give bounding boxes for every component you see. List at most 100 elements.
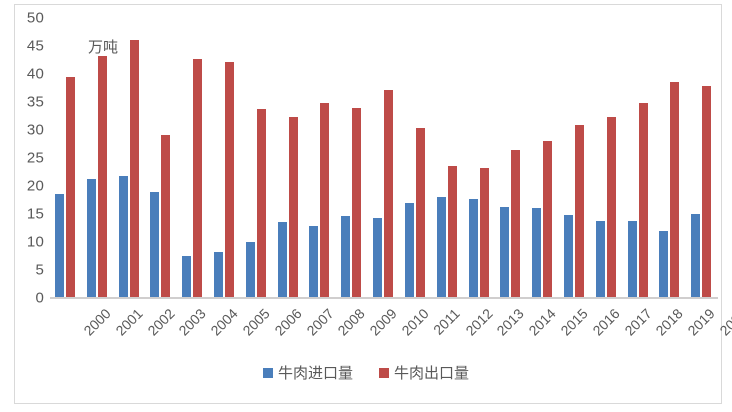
bar-import[interactable] — [691, 214, 701, 298]
bar-export[interactable] — [606, 117, 616, 298]
bar-export[interactable] — [702, 85, 712, 298]
y-axis-tick: 50 — [26, 9, 44, 27]
bar-import[interactable] — [404, 203, 414, 298]
legend-swatch-icon — [379, 367, 389, 378]
bar-group — [82, 18, 114, 298]
bar-import[interactable] — [55, 194, 64, 298]
y-axis-tick: 10 — [26, 233, 44, 251]
y-axis-tick: 15 — [26, 205, 44, 223]
bar-export[interactable] — [574, 124, 584, 298]
bar-export[interactable] — [97, 55, 107, 298]
bar-import[interactable] — [595, 220, 605, 298]
bar-group — [336, 18, 368, 298]
legend-item[interactable]: 牛肉进口量 — [262, 362, 353, 383]
bar-export[interactable] — [447, 166, 457, 298]
bar-import[interactable] — [659, 231, 669, 298]
bar-group — [114, 18, 146, 298]
bar-import[interactable] — [277, 221, 287, 298]
x-axis-tick: 2005 — [239, 305, 273, 339]
x-axis-tick: 2015 — [557, 305, 591, 339]
x-axis-tick: 2012 — [462, 305, 496, 339]
bar-export[interactable] — [129, 39, 139, 298]
bar-export[interactable] — [256, 108, 266, 298]
bars-container — [50, 18, 718, 298]
x-axis-tick: 2018 — [652, 305, 687, 339]
bar-group — [50, 18, 82, 298]
x-axis-tick: 2000 — [80, 305, 114, 339]
bar-import[interactable] — [373, 218, 383, 298]
bar-export[interactable] — [66, 77, 75, 298]
legend-label: 牛肉进口量 — [277, 364, 353, 382]
y-axis-tick: 35 — [26, 93, 44, 111]
bar-export[interactable] — [384, 89, 394, 298]
plot-area — [50, 18, 718, 299]
legend-label: 牛肉出口量 — [394, 364, 470, 382]
bar-import[interactable] — [500, 207, 510, 298]
x-axis-tick: 2008 — [334, 305, 369, 339]
y-axis-tick: 40 — [26, 65, 44, 83]
bar-export[interactable] — [415, 128, 425, 298]
bar-group — [432, 18, 464, 298]
bar-export[interactable] — [670, 82, 680, 298]
bar-import[interactable] — [627, 220, 637, 298]
bar-export[interactable] — [352, 108, 362, 298]
bar-group — [177, 18, 209, 298]
bar-export[interactable] — [479, 167, 489, 298]
x-axis-tick: 2014 — [525, 305, 559, 339]
x-axis-tick: 2003 — [175, 305, 210, 339]
x-axis-tick: 2011 — [429, 305, 463, 338]
bar-group — [273, 18, 305, 298]
bar-group — [527, 18, 559, 298]
bar-group — [241, 18, 273, 298]
bar-import[interactable] — [563, 215, 573, 298]
bar-import[interactable] — [150, 192, 160, 298]
y-axis-tick: 20 — [26, 177, 44, 195]
x-axis-tick: 2001 — [112, 305, 146, 339]
bar-group — [495, 18, 527, 298]
chart-legend: 牛肉进口量 牛肉出口量 — [0, 362, 732, 383]
bar-group — [654, 18, 686, 298]
bar-group — [591, 18, 623, 298]
bar-export[interactable] — [320, 103, 330, 298]
x-axis-tick: 2004 — [207, 305, 241, 339]
x-axis-tick: 2019 — [684, 305, 719, 339]
bar-group — [368, 18, 400, 298]
bar-import[interactable] — [468, 199, 478, 298]
bar-export[interactable] — [193, 58, 203, 298]
x-axis-tick: 2007 — [302, 305, 337, 339]
bar-group — [304, 18, 336, 298]
bar-export[interactable] — [511, 149, 521, 298]
x-axis-tick: 2006 — [271, 305, 305, 339]
bar-import[interactable] — [309, 225, 319, 298]
bar-import[interactable] — [532, 207, 542, 298]
x-axis-tick: 2013 — [493, 305, 528, 339]
unit-label: 万吨 — [88, 38, 119, 56]
y-axis-tick: 0 — [35, 289, 44, 307]
bar-export[interactable] — [225, 61, 235, 298]
bar-export[interactable] — [638, 102, 648, 298]
bar-import[interactable] — [214, 251, 224, 298]
bar-import[interactable] — [341, 215, 351, 298]
y-axis-tick: 30 — [26, 121, 44, 139]
bar-export[interactable] — [543, 141, 553, 298]
x-axis-tick: 2020 — [716, 305, 732, 339]
legend-swatch-icon — [262, 367, 273, 378]
bar-import[interactable] — [245, 242, 255, 298]
legend-item[interactable]: 牛肉出口量 — [379, 362, 469, 383]
bar-export[interactable] — [288, 116, 298, 298]
x-axis-tick: 2009 — [366, 305, 400, 339]
x-axis-tick: 2002 — [143, 305, 178, 339]
y-axis-tick: 25 — [26, 149, 44, 167]
bar-import[interactable] — [436, 196, 446, 298]
bar-group — [623, 18, 655, 298]
bar-import[interactable] — [182, 256, 192, 298]
bar-group — [209, 18, 241, 298]
bar-import[interactable] — [86, 178, 96, 298]
y-axis: 0 5 10 15 20 25 30 35 40 45 50 — [8, 11, 44, 306]
x-axis-baseline — [50, 297, 718, 299]
bar-group — [686, 18, 718, 298]
bar-group — [400, 18, 432, 298]
bar-export[interactable] — [161, 135, 171, 298]
bar-import[interactable] — [118, 176, 128, 298]
bar-group — [145, 18, 177, 298]
